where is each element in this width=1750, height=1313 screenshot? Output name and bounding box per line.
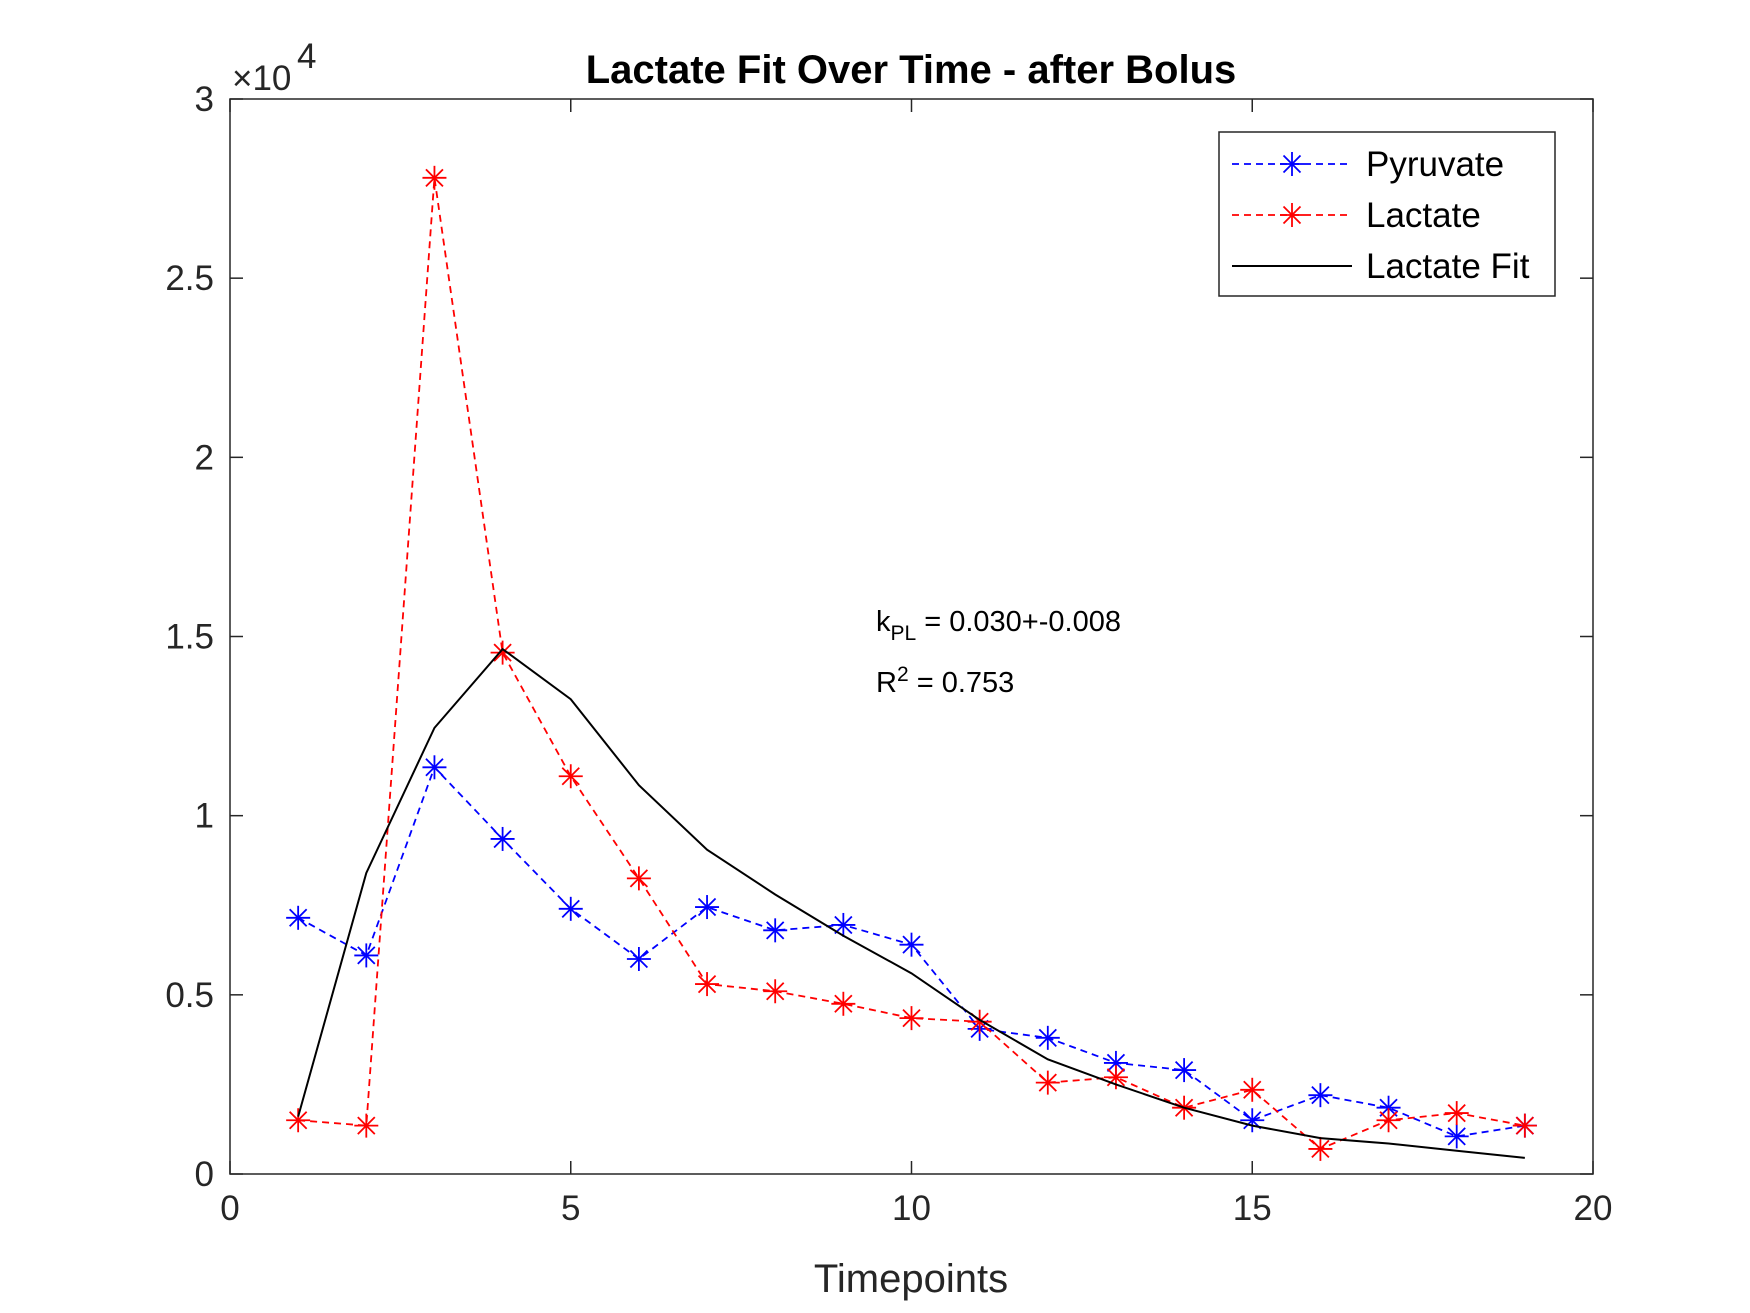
data-point-lactate xyxy=(831,991,856,1016)
x-axis-label: Timepoints xyxy=(814,1257,1008,1301)
data-point-pyruvate xyxy=(831,912,856,937)
legend-item-lactate-fit: Lactate Fit xyxy=(1232,247,1530,286)
y-tick-label: 0.5 xyxy=(165,976,214,1015)
legend-box xyxy=(1218,131,1556,297)
legend-item-pyruvate: Pyruvate xyxy=(1232,145,1504,184)
y-tick-label: 2 xyxy=(195,438,214,477)
data-point-lactate xyxy=(422,165,447,190)
legend-label-lactate-fit: Lactate Fit xyxy=(1366,247,1530,286)
data-point-pyruvate xyxy=(490,826,515,851)
legend-marker-pyruvate xyxy=(1280,152,1304,176)
data-point-pyruvate xyxy=(354,943,379,968)
kpl-subscript: PL xyxy=(891,622,917,645)
data-point-lactate xyxy=(354,1113,379,1138)
data-point-lactate xyxy=(1512,1113,1537,1138)
data-point-pyruvate xyxy=(422,755,447,780)
kpl-annotation: kPL = 0.030+-0.008 xyxy=(876,606,1121,645)
legend: Pyruvate Lactate Lactate Fit xyxy=(1218,131,1556,297)
y-tick-label: 1 xyxy=(195,797,214,836)
data-point-pyruvate xyxy=(899,932,924,957)
x-tick-label: 5 xyxy=(561,1189,580,1228)
series-lactate xyxy=(286,165,1537,1161)
series-lactate-fit xyxy=(297,647,1525,1159)
data-point-pyruvate xyxy=(1308,1083,1333,1108)
r2-superscript: 2 xyxy=(897,663,909,686)
y-tick-label: 3 xyxy=(195,80,214,119)
data-point-lactate xyxy=(490,640,515,665)
legend-marker-lactate xyxy=(1280,203,1304,227)
y-exponent-label: ×10 4 xyxy=(232,37,316,98)
r2-annotation: R2 = 0.753 xyxy=(876,663,1014,699)
kpl-prefix: k xyxy=(876,606,891,638)
y-tick-label: 2.5 xyxy=(165,259,214,298)
data-point-lactate xyxy=(1376,1108,1401,1133)
data-point-pyruvate xyxy=(1240,1108,1265,1133)
data-point-pyruvate xyxy=(558,896,583,921)
chart-marks xyxy=(286,165,1537,1161)
data-point-lactate xyxy=(1444,1101,1469,1126)
data-point-lactate xyxy=(1240,1077,1265,1102)
legend-label-lactate: Lactate xyxy=(1366,196,1481,235)
legend-label-pyruvate: Pyruvate xyxy=(1366,145,1504,184)
x-tick-label: 10 xyxy=(892,1189,931,1228)
data-point-lactate xyxy=(1308,1136,1333,1161)
data-point-pyruvate xyxy=(763,918,788,943)
data-point-pyruvate xyxy=(286,905,311,930)
kpl-value: = 0.030+-0.008 xyxy=(916,606,1121,638)
axis-ticks: 0 5 10 15 20 0 0.5 1 1.5 2 2.5 3 xyxy=(165,80,1612,1228)
x-tick-label: 0 xyxy=(220,1189,239,1228)
data-point-pyruvate xyxy=(695,895,720,920)
data-point-lactate xyxy=(763,979,788,1004)
data-point-lactate xyxy=(626,866,651,891)
x-tick-label: 20 xyxy=(1574,1189,1613,1228)
data-point-lactate xyxy=(286,1108,311,1133)
data-point-lactate xyxy=(899,1006,924,1031)
data-point-lactate xyxy=(695,972,720,997)
data-point-pyruvate xyxy=(626,947,651,971)
y-tick-label: 0 xyxy=(195,1155,214,1194)
series-line-lactate-fit xyxy=(297,647,1525,1159)
series-pyruvate xyxy=(286,755,1537,1149)
data-point-lactate xyxy=(558,764,583,789)
legend-item-lactate: Lactate xyxy=(1232,196,1481,235)
fit-annotation: kPL = 0.030+-0.008 R2 = 0.753 xyxy=(876,606,1121,699)
data-point-pyruvate xyxy=(1172,1058,1197,1083)
r2-value: = 0.753 xyxy=(909,667,1015,699)
x-tick-label: 15 xyxy=(1233,1189,1272,1228)
r2-prefix: R xyxy=(876,667,897,699)
data-point-lactate xyxy=(1103,1065,1128,1090)
data-point-lactate xyxy=(1035,1070,1060,1095)
data-point-pyruvate xyxy=(1035,1025,1060,1050)
y-tick-label: 1.5 xyxy=(165,618,214,657)
data-point-pyruvate xyxy=(1444,1124,1469,1149)
chart-title: Lactate Fit Over Time - after Bolus xyxy=(586,48,1237,92)
y-exponent-power: 4 xyxy=(297,37,316,76)
y-exponent-base: ×10 xyxy=(232,59,291,98)
